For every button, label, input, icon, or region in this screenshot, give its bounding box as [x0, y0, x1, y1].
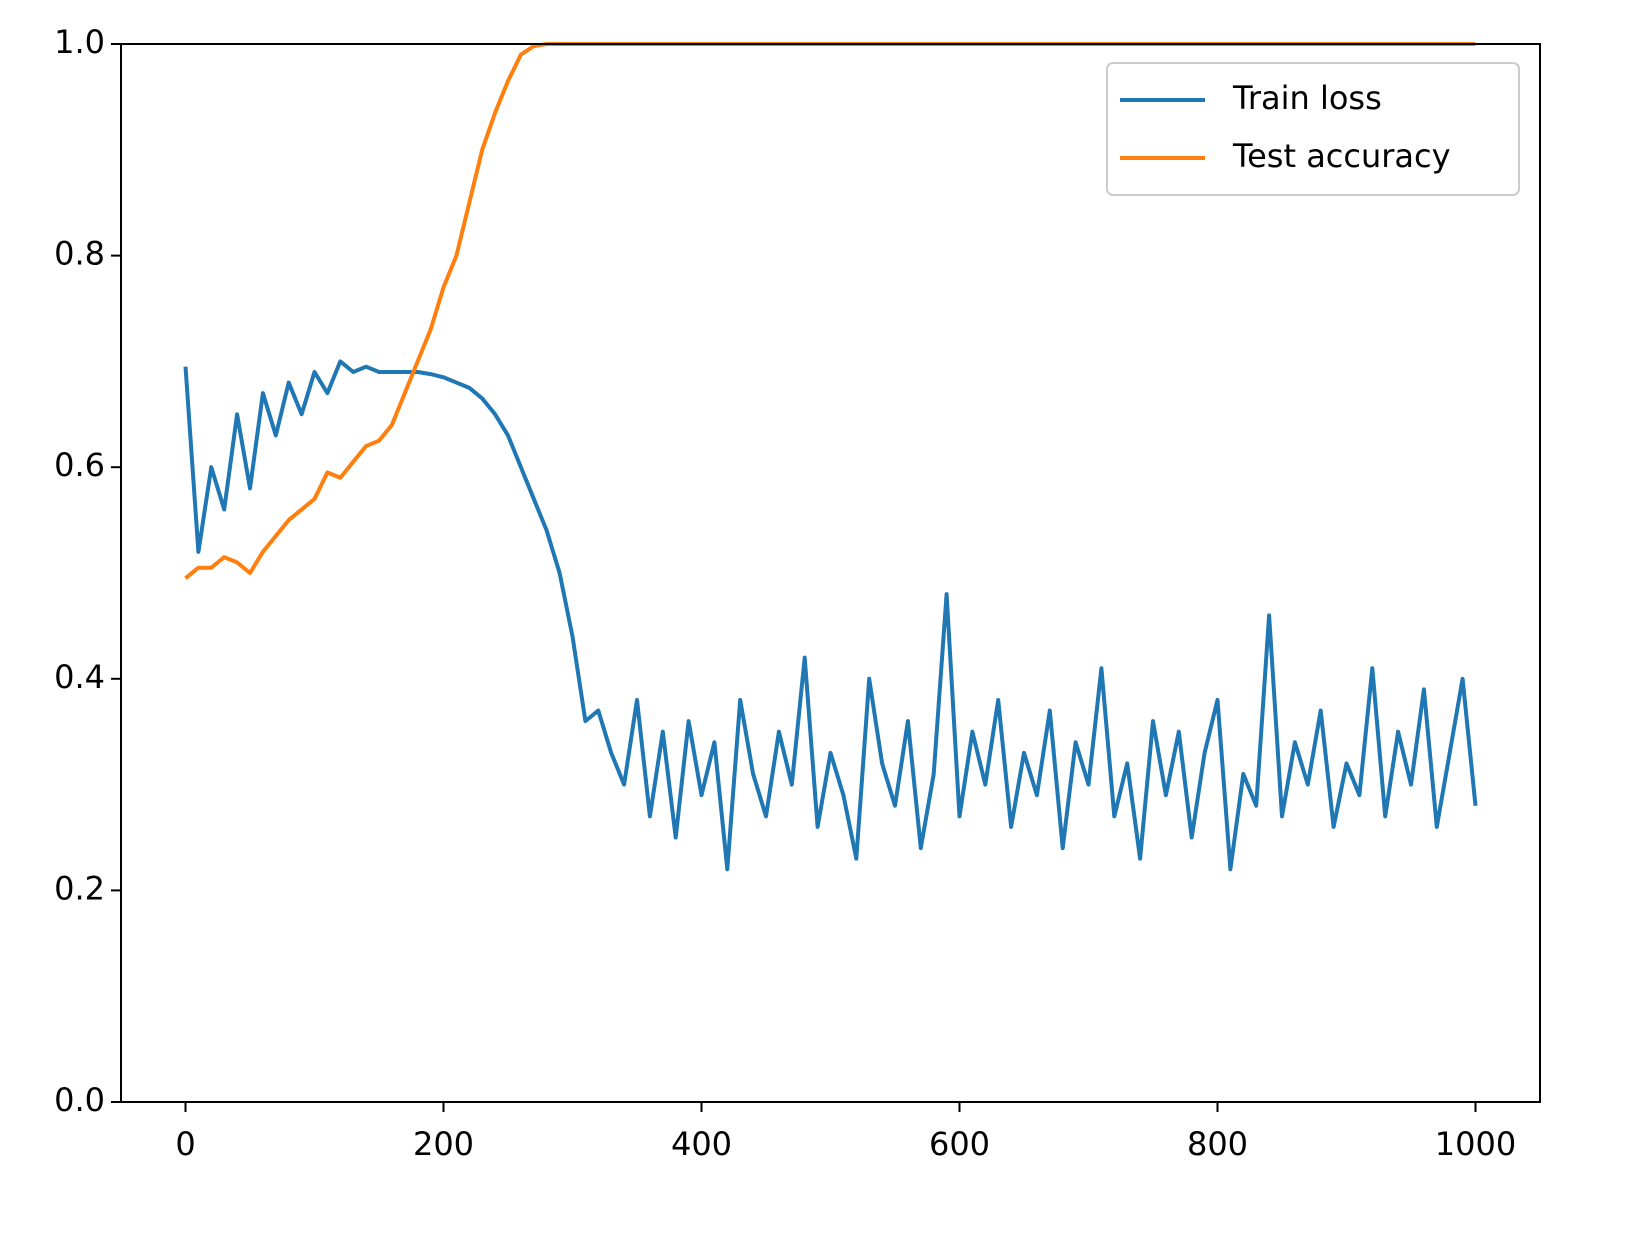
x-tick-label: 800 [1187, 1125, 1248, 1163]
legend-box [1106, 62, 1520, 196]
x-tick-label: 0 [175, 1125, 195, 1163]
plot-frame [120, 43, 1541, 1103]
x-tick-label: 1000 [1435, 1125, 1516, 1163]
y-tick-label: 0.4 [54, 658, 105, 696]
y-tick-label: 0.6 [54, 446, 105, 484]
series-line [183, 359, 1478, 872]
x-tick-label: 600 [929, 1125, 990, 1163]
y-tick-label: 0.0 [54, 1081, 105, 1119]
y-tick-label: 0.2 [54, 869, 105, 907]
legend-label: Test accuracy [1232, 137, 1451, 175]
y-tick-label: 1.0 [54, 23, 105, 61]
y-tick-label: 0.8 [54, 235, 105, 273]
x-tick-label: 400 [671, 1125, 732, 1163]
x-tick-label: 200 [413, 1125, 474, 1163]
legend-label: Train loss [1232, 79, 1382, 117]
